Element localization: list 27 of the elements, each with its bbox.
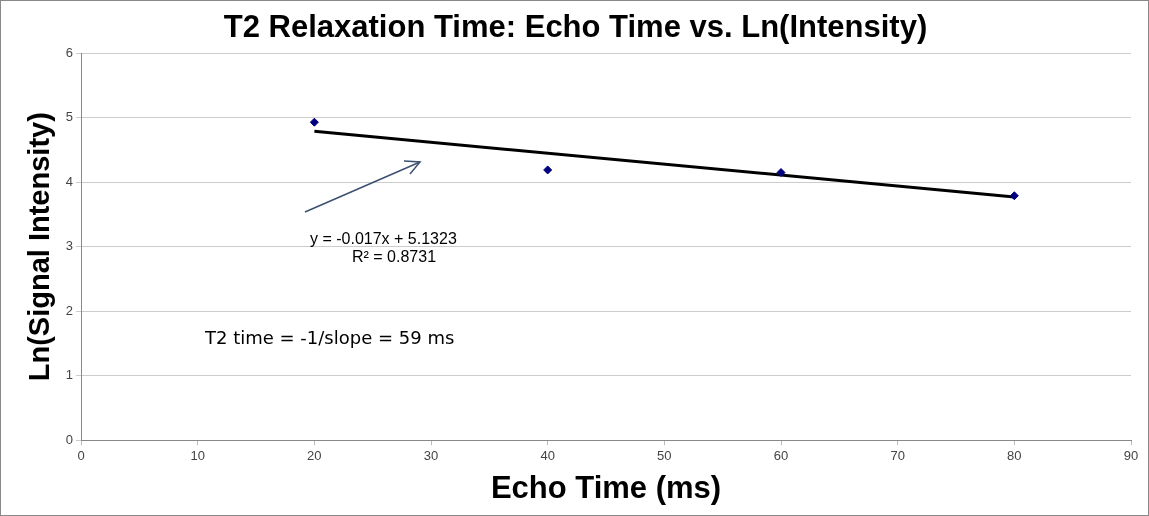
- y-tick-label: 4: [65, 173, 74, 189]
- x-tick-label: 70: [890, 447, 905, 463]
- x-axis-title: Echo Time (ms): [490, 469, 722, 505]
- annotation: y = -0.017x + 5.1323: [310, 230, 457, 248]
- x-tick-label: 30: [423, 447, 439, 463]
- annotation: R² = 0.8731: [352, 248, 437, 266]
- x-tick-label: 10: [190, 447, 205, 463]
- x-tick-label: 0: [77, 447, 85, 463]
- y-tick-label: 6: [65, 44, 74, 60]
- y-tick-label: 3: [65, 238, 74, 254]
- point: [543, 165, 553, 175]
- y-tick-label: 5: [65, 109, 74, 125]
- x-tick-label: 40: [540, 447, 555, 463]
- x-tick-label: 90: [1123, 447, 1139, 463]
- x-tick-label: 80: [1007, 447, 1022, 463]
- annotation: T2 time = -1/slope = 59 ms: [204, 326, 455, 348]
- chart-title: T2 Relaxation Time: Echo Time vs. Ln(Intensity): [223, 9, 928, 45]
- y-tick-label: 1: [65, 367, 74, 383]
- x-tick-label: 60: [773, 447, 789, 463]
- x-tick-label: 50: [657, 447, 672, 463]
- point: [776, 168, 786, 178]
- y-axis-title: Ln(Signal Intensity): [23, 112, 56, 382]
- y-tick-label: 2: [65, 302, 74, 318]
- point: [1009, 191, 1019, 201]
- point: [309, 117, 319, 127]
- y-tick-label: 0: [65, 431, 74, 447]
- x-tick-label: 20: [307, 447, 322, 463]
